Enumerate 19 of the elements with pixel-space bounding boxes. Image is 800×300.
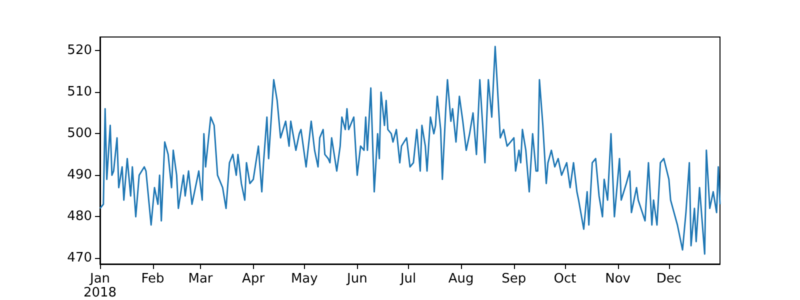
x-tick-label: Jan 2018 (83, 272, 117, 300)
x-tick-label: Nov (605, 272, 631, 286)
x-tick-label: Aug (448, 272, 474, 286)
x-tick-label: Dec (656, 272, 682, 286)
x-tick-label: Jul (399, 272, 416, 286)
x-tick-label: Feb (141, 272, 164, 286)
x-tick-label: Apr (242, 272, 266, 286)
y-tick-label: 500 (67, 126, 92, 142)
y-tick-label: 520 (67, 43, 92, 58)
y-tick-label: 470 (67, 250, 92, 266)
y-tick-label: 480 (67, 209, 92, 224)
x-tick-label: Jun (346, 272, 368, 286)
line-series (99, 46, 721, 255)
x-tick-label: Oct (554, 272, 576, 286)
x-tick-label: Mar (188, 272, 214, 286)
x-tick-label: Sep (502, 272, 526, 286)
y-tick-label: 510 (67, 84, 92, 100)
x-tick-label: May (290, 272, 318, 286)
y-tick-label: 490 (67, 168, 92, 183)
